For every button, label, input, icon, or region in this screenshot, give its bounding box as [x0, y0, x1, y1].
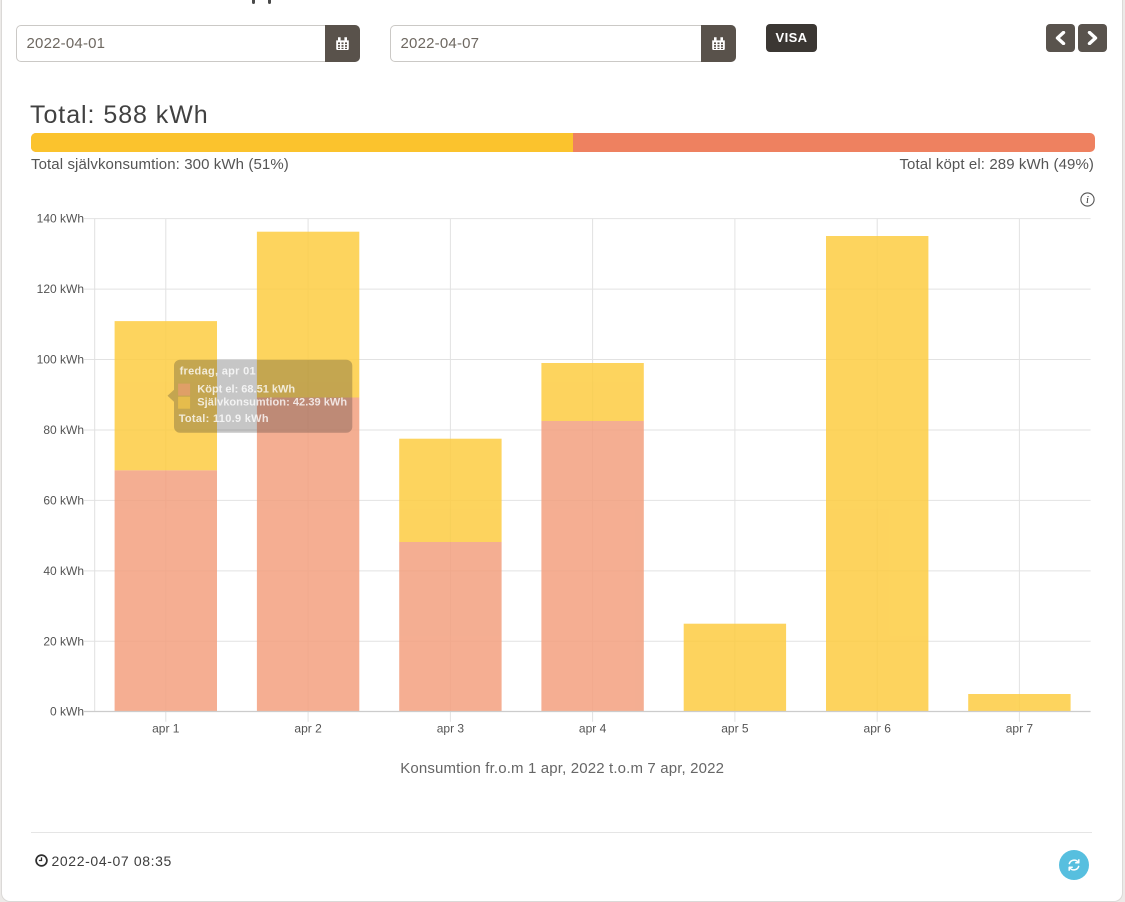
svg-text:apr 3: apr 3	[437, 722, 465, 736]
svg-text:120 kWh: 120 kWh	[37, 282, 84, 296]
svg-text:apr 4: apr 4	[579, 722, 607, 736]
svg-text:apr 5: apr 5	[721, 722, 749, 736]
svg-text:apr 6: apr 6	[864, 722, 892, 736]
svg-text:80 kWh: 80 kWh	[43, 423, 84, 437]
svg-text:i: i	[1086, 195, 1089, 206]
svg-text:apr 7: apr 7	[1006, 722, 1034, 736]
svg-text:140 kWh: 140 kWh	[37, 212, 84, 226]
svg-text:apr 1: apr 1	[152, 722, 180, 736]
svg-text:fredag, apr 01: fredag, apr 01	[180, 366, 256, 378]
svg-text:apr 2: apr 2	[294, 722, 322, 736]
svg-text:Självkonsumtion: 42.39 kWh: Självkonsumtion: 42.39 kWh	[197, 397, 347, 409]
svg-text:0 kWh: 0 kWh	[50, 705, 84, 719]
svg-text:Konsumtion fr.o.m 1 apr, 2022: Konsumtion fr.o.m 1 apr, 2022 t.o.m 7 ap…	[400, 760, 724, 777]
svg-text:60 kWh: 60 kWh	[43, 493, 84, 507]
svg-text:Total: 110.9 kWh: Total: 110.9 kWh	[179, 413, 269, 425]
svg-text:Köpt el: 68.51 kWh: Köpt el: 68.51 kWh	[197, 383, 295, 395]
svg-text:100 kWh: 100 kWh	[37, 353, 84, 367]
svg-text:40 kWh: 40 kWh	[43, 564, 84, 578]
svg-text:20 kWh: 20 kWh	[43, 634, 84, 648]
